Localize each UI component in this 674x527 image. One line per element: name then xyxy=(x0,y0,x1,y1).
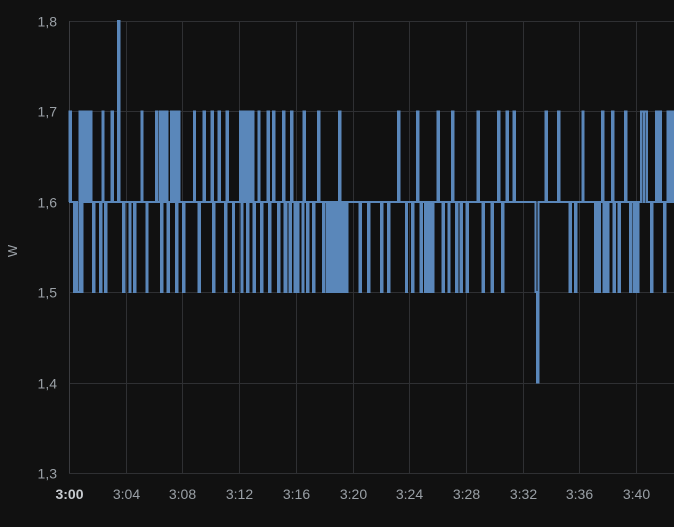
x-tick-label: 3:28 xyxy=(453,486,480,502)
y-tick-label: 1,4 xyxy=(38,376,58,392)
x-tick-label: 3:12 xyxy=(226,486,253,502)
x-tick-label: 3:32 xyxy=(510,486,537,502)
x-tick-label: 3:04 xyxy=(113,486,140,502)
x-tick-label: 3:24 xyxy=(396,486,423,502)
x-axis-ticks: 3:00 3:04 3:08 3:12 3:16 3:20 3:24 3:28 3:32 3:36… xyxy=(55,486,650,502)
y-tick-label: 1,8 xyxy=(38,14,58,30)
x-tick-label: 3:20 xyxy=(340,486,367,502)
x-tick-label: 3:08 xyxy=(169,486,196,502)
y-tick-label: 1,7 xyxy=(38,104,58,120)
x-tick-label: 3:36 xyxy=(566,486,593,502)
y-tick-label: 1,6 xyxy=(38,195,58,211)
y-tick-label: 1,5 xyxy=(38,285,58,301)
x-tick-label: 3:00 xyxy=(55,486,83,502)
x-tick-label: 3:16 xyxy=(283,486,310,502)
series-group xyxy=(68,20,674,384)
series-line xyxy=(68,20,674,384)
y-gridlines xyxy=(69,21,674,474)
y-axis-label: W xyxy=(5,244,20,257)
y-axis-ticks: 1,8 1,7 1,6 1,5 1,4 1,3 xyxy=(38,14,58,482)
y-tick-label: 1,3 xyxy=(38,466,58,482)
x-gridlines xyxy=(69,21,637,473)
x-tick-label: 3:40 xyxy=(623,486,650,502)
